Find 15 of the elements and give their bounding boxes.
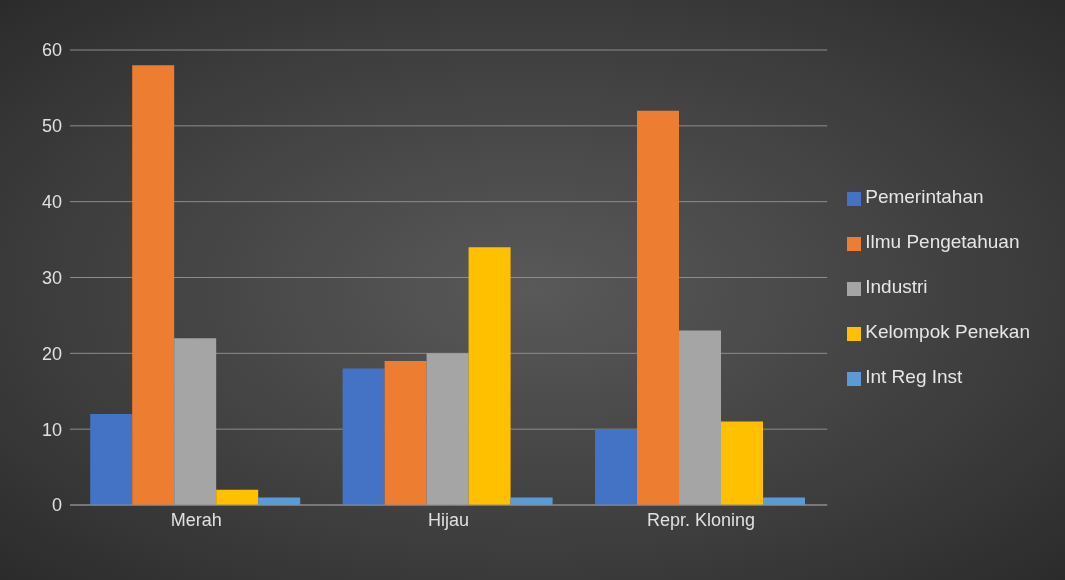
legend-label: Int Reg Inst	[865, 366, 963, 387]
y-tick-label: 10	[41, 419, 62, 440]
x-tick-label: Hijau	[428, 509, 470, 530]
y-tick-label: 60	[41, 40, 62, 61]
legend-label: Ilmu Pengetahuan	[865, 231, 1020, 252]
y-tick-label: 50	[41, 116, 62, 137]
legend-label: Industri	[865, 276, 928, 297]
y-tick-label: 40	[41, 192, 62, 213]
x-tick-label: Repr. Kloning	[646, 509, 756, 530]
y-tick-label: 20	[41, 343, 62, 364]
legend-label: Pemerintahan	[865, 186, 984, 207]
y-tick-label: 0	[51, 495, 62, 516]
legend-label: Kelompok Penekan	[865, 321, 1030, 342]
y-tick-label: 30	[41, 267, 62, 288]
x-tick-label: Merah	[170, 509, 222, 530]
